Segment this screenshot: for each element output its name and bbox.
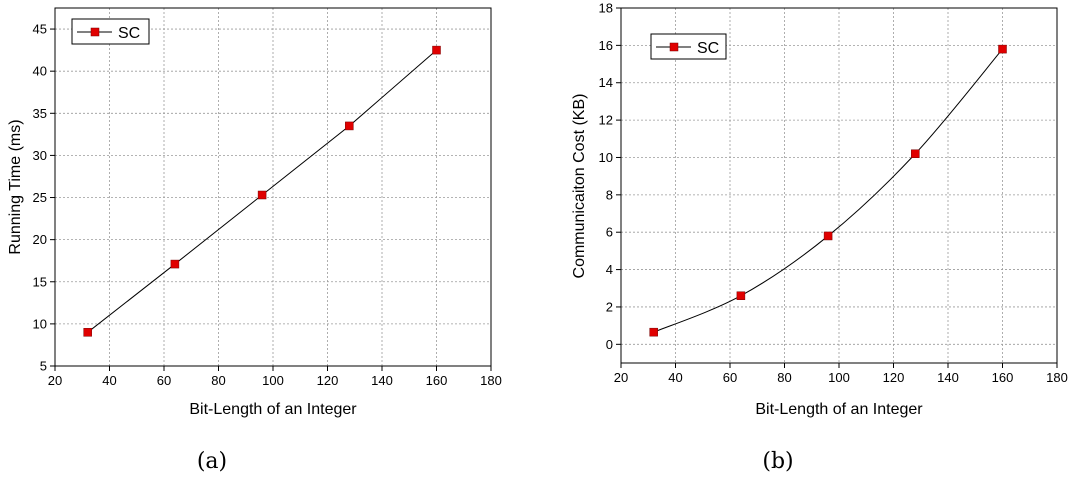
chart-a-legend-marker: [90, 27, 100, 37]
chart-b-ytick-label-18: 18: [599, 1, 613, 16]
chart-a-caption: (a): [197, 449, 227, 474]
chart-a-xtick-label-100: 100: [262, 373, 284, 388]
chart-b-ytick-label-14: 14: [599, 75, 613, 90]
chart-a-ytick-label-10: 10: [33, 316, 47, 331]
chart-b-ytick-label-0: 0: [606, 337, 613, 352]
chart-b-point-128: [911, 149, 920, 158]
chart-b-xlabel: Bit-Length of an Integer: [755, 401, 923, 418]
chart-b-xtick-label-140: 140: [937, 370, 959, 385]
chart-b-ytick-label-12: 12: [599, 113, 613, 128]
chart-a-series: [83, 45, 441, 337]
chart-b-ytick-label-10: 10: [599, 150, 613, 165]
chart-a-ytick-label-5: 5: [40, 359, 47, 374]
chart-b-xtick-label-100: 100: [828, 370, 850, 385]
chart-a-xtick-label-40: 40: [102, 373, 116, 388]
chart-a-ylabel: Running Time (ms): [7, 119, 24, 254]
chart-b-series: [649, 44, 1007, 337]
chart-a-xtick-label-20: 20: [48, 373, 62, 388]
chart-b-xtick-label-120: 120: [883, 370, 905, 385]
chart-b-xtick-label-80: 80: [777, 370, 791, 385]
chart-b-xtick-label-160: 160: [992, 370, 1014, 385]
chart-a-ytick-label-45: 45: [33, 22, 47, 37]
chart-a-point-96: [257, 190, 267, 200]
chart-a-point-128: [345, 121, 354, 131]
chart-b-legend-label: SC: [697, 40, 719, 57]
chart-a-point-160: [432, 45, 441, 55]
chart-b-xtick-label-20: 20: [614, 370, 628, 385]
chart-a-ytick-label-30: 30: [33, 148, 47, 163]
chart-a-running-time: 20 40 60 80 100 120 140 160 180 5 10 15 20 25 30 35 40 45…: [7, 7, 502, 474]
chart-b-point-64: [736, 291, 746, 300]
chart-a-ytick-label-20: 20: [33, 232, 47, 247]
chart-b-communication-cost: 20 40 60 80 100 120 140 160 180 0 2 4 6 8 10 12 14 16 18 S…: [571, 1, 1068, 475]
chart-b-caption: (b): [762, 449, 793, 474]
chart-a-xlabel: Bit-Length of an Integer: [189, 401, 357, 418]
chart-a-ytick-label-25: 25: [33, 190, 47, 205]
chart-b-xtick-label-40: 40: [668, 370, 682, 385]
chart-a-point-32: [83, 328, 92, 337]
chart-a-ytick-label-40: 40: [33, 64, 47, 79]
chart-b-xtick-label-180: 180: [1046, 370, 1068, 385]
chart-b-point-96: [823, 231, 833, 241]
chart-a-xtick-label-80: 80: [211, 373, 225, 388]
chart-a-xtick-label-140: 140: [371, 373, 393, 388]
chart-a-xtick-label-60: 60: [157, 373, 171, 388]
chart-a-ytick-label-35: 35: [33, 106, 47, 121]
chart-a-xtick-label-160: 160: [426, 373, 448, 388]
chart-a-legend: SC: [71, 18, 150, 45]
chart-a-grid: [55, 8, 491, 366]
chart-a-legend-label: SC: [118, 25, 140, 42]
chart-b-legend-marker: [669, 42, 679, 52]
chart-b-legend: SC: [650, 33, 727, 60]
chart-a-xtick-label-180: 180: [480, 373, 502, 388]
chart-b-point-32: [649, 327, 658, 337]
chart-b-point-160: [998, 44, 1007, 54]
chart-b-ticks: 20 40 60 80 100 120 140 160 180 0 2 4 6 8 10 12 14 16 18: [599, 1, 1068, 386]
chart-a-point-64: [170, 259, 180, 269]
chart-b-ytick-label-4: 4: [606, 262, 613, 277]
chart-a-ticks: 20 40 60 80 100 120 140 160 180 5 10 15 20 25 30 35 40 45: [33, 22, 502, 388]
chart-a-xtick-label-120: 120: [317, 373, 339, 388]
chart-a-ytick-label-15: 15: [33, 274, 47, 289]
chart-b-xtick-label-60: 60: [723, 370, 737, 385]
chart-b-ytick-label-16: 16: [599, 38, 613, 53]
chart-b-ytick-label-2: 2: [606, 299, 613, 314]
chart-b-grid: [621, 8, 1057, 363]
chart-b-ytick-label-6: 6: [606, 225, 613, 240]
chart-b-ylabel: Communicaiton Cost (KB): [571, 94, 588, 279]
chart-b-ytick-label-8: 8: [606, 187, 613, 202]
chart-b-series-line-sc: [653, 48, 1003, 333]
